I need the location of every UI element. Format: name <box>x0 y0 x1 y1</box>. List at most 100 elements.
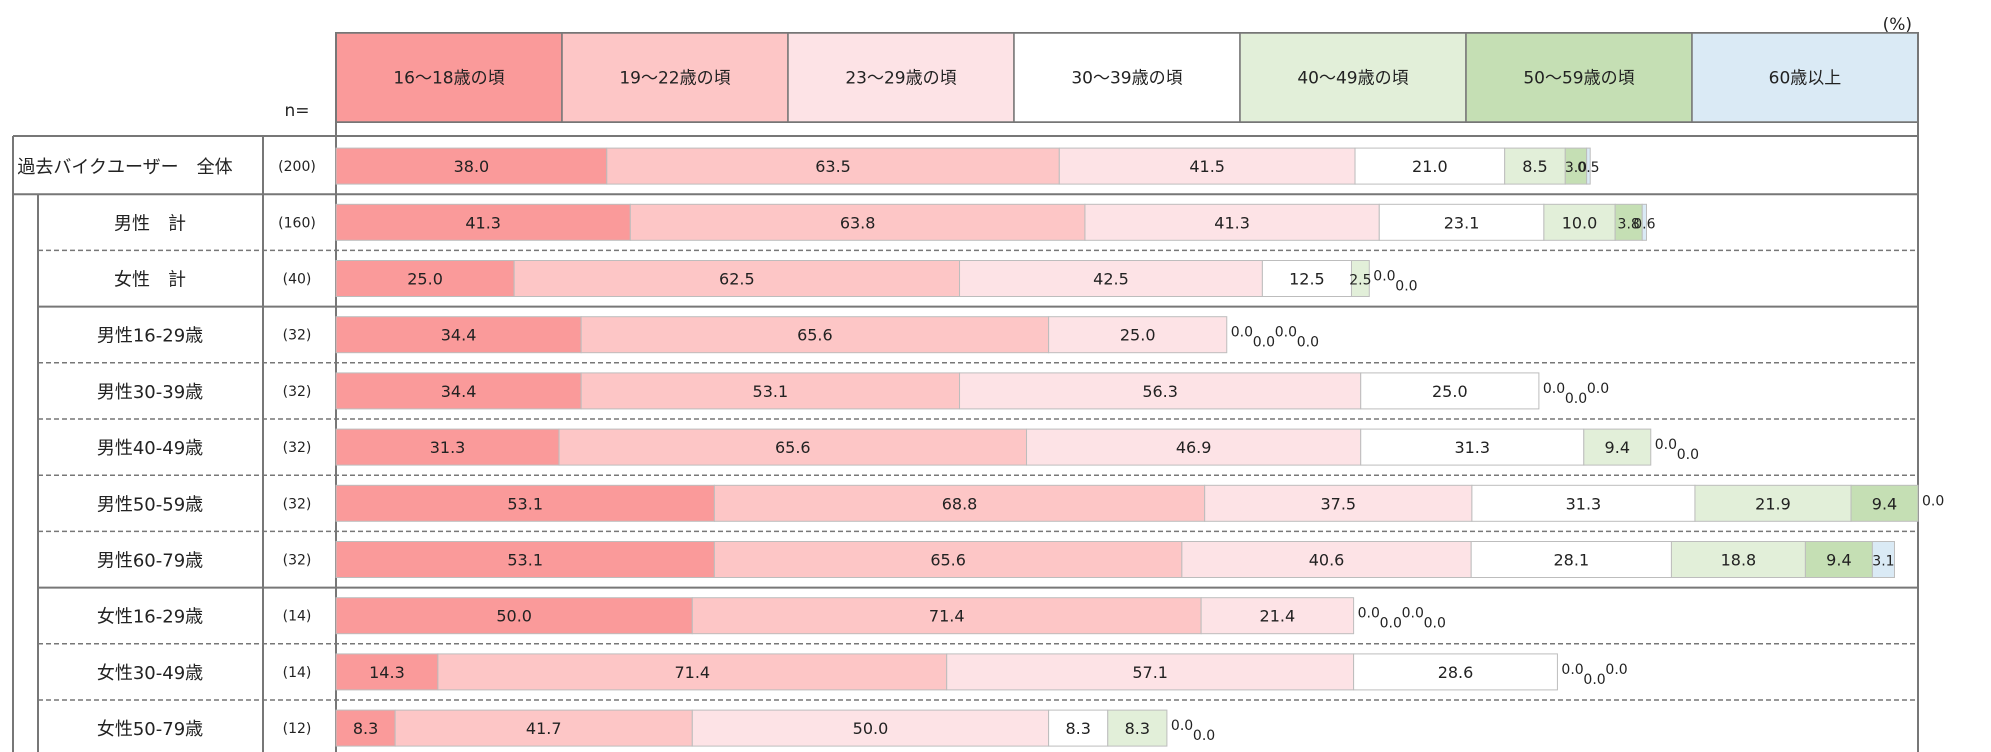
data-label: 0.0 <box>1583 672 1605 688</box>
row-n: (32) <box>283 496 312 512</box>
data-label: 62.5 <box>719 270 755 289</box>
bar-segment <box>558 428 1028 466</box>
legend-swatch-6 <box>1465 32 1693 123</box>
data-label: 65.6 <box>930 551 966 570</box>
bar-segment <box>580 372 961 410</box>
data-label: 63.5 <box>815 157 851 176</box>
data-label: 21.4 <box>1260 607 1296 626</box>
data-label: 0.0 <box>1605 662 1627 678</box>
bar-segment <box>335 709 396 747</box>
row-n: (32) <box>283 440 312 456</box>
legend-swatch-3 <box>787 32 1015 123</box>
bar-segment <box>691 709 1050 747</box>
data-label: 0.0 <box>1402 606 1424 622</box>
row-n: (40) <box>283 272 312 288</box>
data-label: 0.0 <box>1231 325 1253 341</box>
bar-segment <box>1850 484 1919 522</box>
data-label: 41.3 <box>465 213 501 232</box>
row-label: 過去バイクユーザー 全体 <box>17 157 232 178</box>
bar-segment <box>580 316 1050 354</box>
row-label: 男性30-39歳 <box>97 382 203 403</box>
data-label: 71.4 <box>929 607 965 626</box>
row-n: (32) <box>283 328 312 344</box>
bar-segment <box>513 260 961 297</box>
data-label: 38.0 <box>454 157 490 176</box>
data-label: 28.6 <box>1438 663 1474 682</box>
data-label: 37.5 <box>1320 494 1356 513</box>
data-label: 0.0 <box>1380 616 1402 632</box>
row-n: (32) <box>283 553 312 569</box>
data-label: 34.4 <box>441 382 477 401</box>
data-label: 25.0 <box>1120 326 1156 345</box>
data-label: 71.4 <box>674 663 710 682</box>
data-label: 63.8 <box>840 213 876 232</box>
data-label: 8.5 <box>1522 157 1547 176</box>
data-label: 31.3 <box>1566 494 1602 513</box>
bar-segment <box>1871 541 1895 578</box>
bar-segment <box>335 147 608 185</box>
data-label: 8.3 <box>1065 719 1090 738</box>
bar-segment <box>691 597 1202 635</box>
row-label: 男性50-59歳 <box>97 494 203 515</box>
data-label: 0.0 <box>1677 447 1699 463</box>
data-label: 0.0 <box>1587 381 1609 397</box>
unit-label: (%) <box>1883 15 1912 35</box>
bar-segment <box>1504 147 1566 185</box>
data-label: 31.3 <box>430 438 466 457</box>
legend-swatch-7 <box>1691 32 1919 123</box>
data-label: 28.1 <box>1554 551 1590 570</box>
legend-label: 19～22歳の頃 <box>619 69 730 89</box>
legend-swatch-5 <box>1239 32 1467 123</box>
bar-segment <box>959 260 1263 297</box>
bar-segment <box>713 541 1183 578</box>
data-label: 0.6 <box>1633 216 1655 232</box>
data-label: 0.0 <box>1395 279 1417 295</box>
bar-segment <box>1181 541 1472 578</box>
bar-segment <box>1583 428 1652 466</box>
legend-label: 23～29歳の頃 <box>845 69 956 89</box>
data-label: 0.5 <box>1577 160 1599 176</box>
bar-segment <box>437 653 948 691</box>
row-n: (14) <box>283 665 312 681</box>
bar-segment <box>1360 428 1585 466</box>
bar-segment <box>946 653 1355 691</box>
data-label: 57.1 <box>1132 663 1168 682</box>
bar-segment <box>335 484 715 522</box>
row-label: 男性 計 <box>114 213 186 234</box>
bar-segment <box>1543 203 1616 241</box>
data-label: 53.1 <box>507 494 543 513</box>
legend-label: 60歳以上 <box>1769 69 1842 89</box>
data-label: 0.0 <box>1171 718 1193 734</box>
bar-segment <box>1084 203 1380 241</box>
data-label: 0.0 <box>1358 606 1380 622</box>
data-label: 0.0 <box>1275 325 1297 341</box>
bar-segment <box>1470 541 1672 578</box>
bar-segment <box>335 372 582 410</box>
bar-segment <box>335 541 715 578</box>
legend-label: 40～49歳の頃 <box>1297 69 1408 89</box>
legend: 16～18歳の頃 19～22歳の頃 23～29歳の頃 30～39歳の頃 40～49歳の頃… <box>335 32 1919 123</box>
data-label: 2.5 <box>1349 273 1371 289</box>
data-label: 53.1 <box>753 382 789 401</box>
data-label: 41.7 <box>526 719 562 738</box>
row-n: (200) <box>278 159 316 175</box>
row-label: 女性30-49歳 <box>97 663 203 684</box>
bar-segment <box>335 428 560 466</box>
data-label: 21.0 <box>1412 157 1448 176</box>
bar-segment <box>1107 709 1168 747</box>
data-label: 42.5 <box>1093 270 1129 289</box>
row-n: (160) <box>278 215 316 231</box>
bar-segment <box>1586 147 1591 185</box>
data-label: 65.6 <box>775 438 811 457</box>
bar-segment <box>1804 541 1873 578</box>
data-label: 3.0 <box>1565 160 1587 176</box>
bar-segment <box>335 203 631 241</box>
bar-segment <box>335 316 582 354</box>
data-label: 18.8 <box>1721 551 1757 570</box>
data-label: 8.3 <box>353 719 378 738</box>
data-label: 34.4 <box>441 326 477 345</box>
bar-segment <box>1048 709 1109 747</box>
data-label: 40.6 <box>1309 551 1345 570</box>
bar-segment <box>606 147 1060 185</box>
